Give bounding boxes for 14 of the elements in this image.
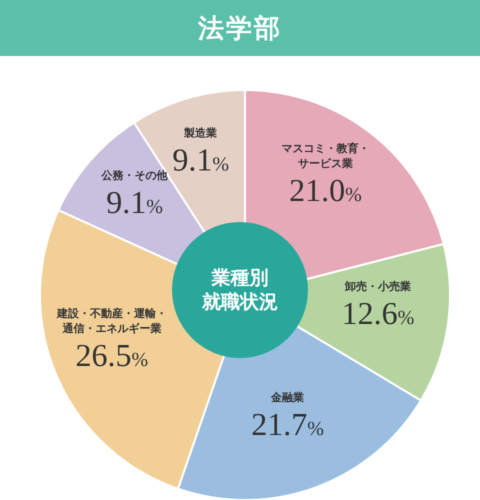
- text: 業種別就職状況: [201, 267, 278, 313]
- slice-label: 建設・不動産・運輸・通信・エネルギー業: [56, 306, 167, 335]
- slice-label: 卸売・小売業: [344, 280, 411, 294]
- data-label: 21.0%: [289, 172, 362, 208]
- chart-title: 法学部: [0, 0, 480, 56]
- slice-label: マスコミ・教育・サービス業: [281, 142, 370, 170]
- slice-label: 金融業: [270, 391, 304, 404]
- data-label: 12.6%: [342, 295, 414, 332]
- slice-label: 製造業: [183, 126, 218, 140]
- data-label: 9.1%: [172, 141, 230, 178]
- data-label: 9.1%: [106, 184, 163, 220]
- data-label: 26.5%: [76, 336, 148, 373]
- data-label: 21.7%: [251, 406, 324, 442]
- slice-label: 公務・その他: [100, 168, 169, 182]
